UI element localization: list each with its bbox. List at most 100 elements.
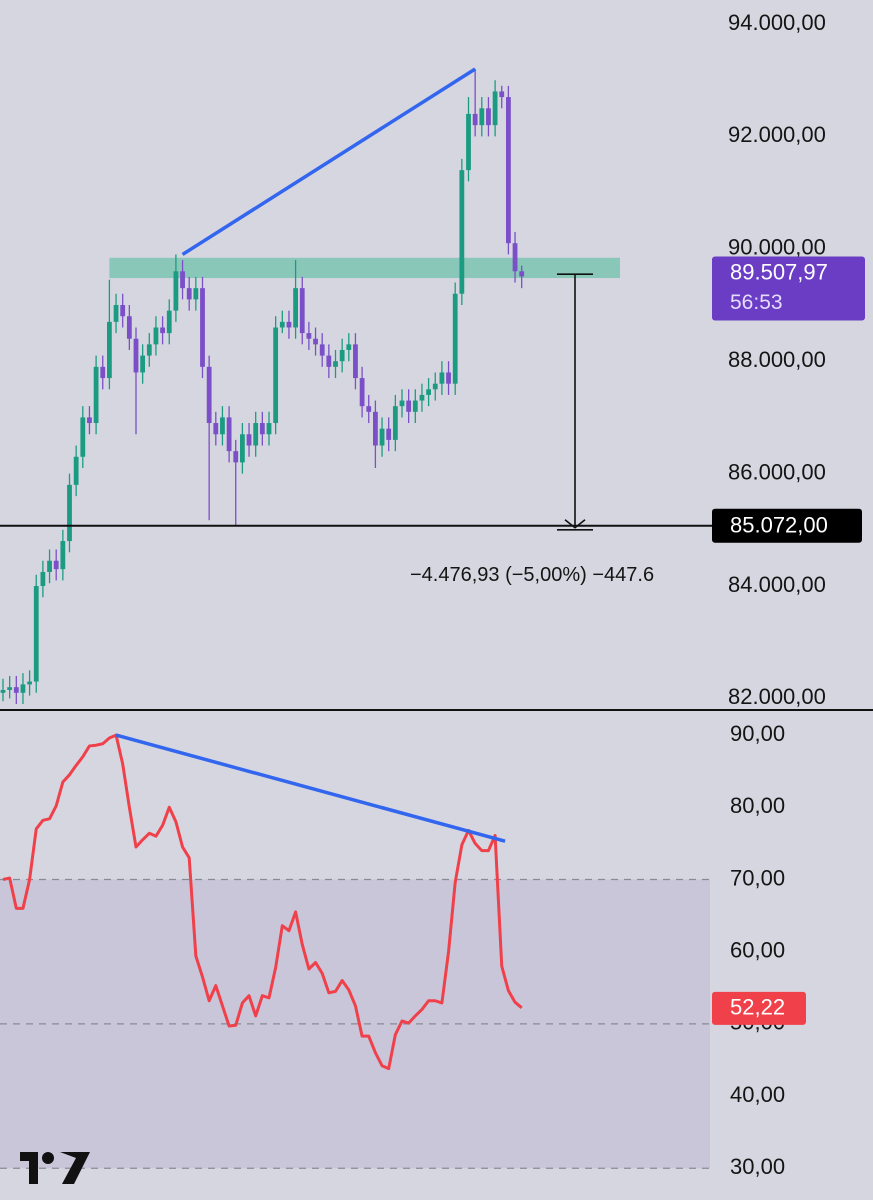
- candle-body: [293, 288, 298, 328]
- candle-body: [333, 361, 338, 367]
- candle-body: [472, 113, 478, 126]
- candle-body: [479, 108, 485, 126]
- y-tick-label: 60,00: [730, 937, 785, 962]
- y-tick-label: 94.000,00: [728, 10, 826, 35]
- candle-body: [519, 271, 525, 277]
- candle-body: [466, 113, 471, 171]
- measure-arrow: [564, 519, 586, 529]
- candle-body: [273, 327, 279, 424]
- candle-body: [439, 372, 445, 384]
- candle-body: [319, 344, 325, 356]
- candle-body: [160, 327, 165, 334]
- candle-body: [506, 97, 511, 244]
- candle-body: [279, 321, 285, 328]
- candle-body: [13, 687, 19, 693]
- candle-body: [233, 451, 239, 463]
- candle-body: [406, 400, 412, 412]
- y-tick-label: 86.000,00: [728, 459, 826, 484]
- candle-body: [80, 417, 86, 457]
- candle-body: [253, 423, 259, 446]
- candle-body: [140, 355, 146, 373]
- candle-body: [499, 91, 505, 98]
- candle-body: [419, 394, 425, 401]
- candle-body: [180, 271, 185, 289]
- candle-body: [166, 310, 172, 334]
- candle-body: [107, 321, 112, 379]
- hline-label-box: [712, 508, 862, 543]
- candle-body: [426, 389, 431, 395]
- y-tick-label: 92.000,00: [728, 122, 826, 147]
- candle-body: [213, 423, 219, 435]
- candle-body: [492, 91, 498, 126]
- candle-body: [206, 366, 212, 424]
- candle-body: [173, 271, 179, 311]
- last-price-box: [712, 256, 865, 321]
- candle-body: [200, 288, 205, 367]
- candle-body: [266, 423, 272, 435]
- trendline: [181, 67, 477, 256]
- candle-body: [120, 305, 126, 317]
- candle-body: [432, 383, 438, 390]
- candle-body: [133, 338, 139, 373]
- candle-body: [379, 428, 385, 446]
- rsi-last-box: [712, 991, 806, 1025]
- candle-body: [67, 484, 72, 542]
- candle-body: [459, 170, 465, 294]
- rsi-line: [2, 733, 523, 1071]
- candle-body: [306, 333, 312, 339]
- candle-body: [60, 541, 66, 570]
- candle-body: [93, 366, 99, 424]
- countdown: 56:53: [730, 291, 783, 314]
- y-tick-label: 30,00: [730, 1154, 785, 1179]
- candle-body: [40, 571, 46, 587]
- candle-body: [226, 417, 232, 452]
- candle-body: [412, 400, 418, 412]
- candle-body: [100, 366, 106, 379]
- y-tick-label: 80,00: [730, 793, 785, 818]
- candle-body: [366, 406, 372, 412]
- candle-body: [359, 378, 365, 407]
- candle-body: [326, 355, 332, 367]
- candle-body: [113, 305, 119, 322]
- candle-body: [87, 417, 92, 424]
- y-tick-label: 88.000,00: [728, 347, 826, 372]
- y-tick-label: 70,00: [730, 865, 785, 890]
- candle-body: [220, 417, 225, 435]
- y-tick-label: 40,00: [730, 1082, 785, 1107]
- candle-body: [146, 344, 152, 356]
- candle-body: [47, 560, 52, 572]
- hline-label: 85.072,00: [730, 513, 828, 538]
- rsi-last-label: 52,22: [730, 995, 785, 1020]
- candle-body: [386, 428, 392, 440]
- candle-body: [392, 406, 398, 440]
- candle-body: [339, 349, 345, 362]
- candle-body: [193, 288, 199, 300]
- candle-body: [353, 344, 358, 379]
- measure-label: −4.476,93 (−5,00%) −447.6: [410, 564, 654, 586]
- candle-body: [346, 344, 352, 350]
- rsi-trendline: [115, 733, 506, 843]
- candle-body: [486, 108, 491, 126]
- candle-body: [452, 293, 458, 384]
- candle-body: [313, 338, 318, 345]
- price-panel: [0, 67, 621, 705]
- candle-body: [7, 687, 13, 690]
- candle-body: [0, 689, 6, 693]
- y-tick-label: 82.000,00: [728, 684, 826, 709]
- y-tick-label: 90,00: [730, 721, 785, 746]
- y-tick-label: 84.000,00: [728, 572, 826, 597]
- candle-body: [299, 288, 305, 334]
- candle-body: [53, 560, 59, 570]
- logo: [20, 1152, 90, 1184]
- candle-body: [126, 316, 132, 339]
- candle-body: [73, 456, 79, 485]
- candle-body: [240, 434, 245, 463]
- candle-body: [446, 372, 451, 384]
- resistance-zone: [109, 257, 621, 279]
- rsi-panel: [0, 733, 710, 1169]
- candle-body: [33, 586, 39, 682]
- candle-body: [20, 684, 26, 693]
- candle-body: [512, 243, 518, 272]
